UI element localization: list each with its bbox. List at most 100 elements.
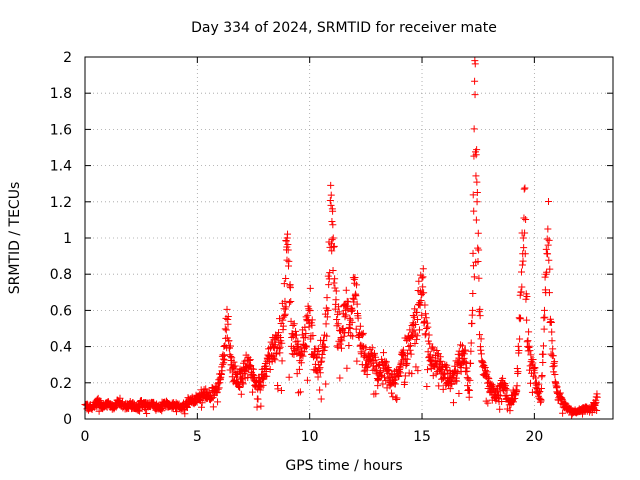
data-point (328, 218, 336, 226)
data-point (471, 77, 479, 85)
x-axis-label: GPS time / hours (285, 458, 402, 474)
data-point (518, 261, 526, 269)
data-point (467, 359, 475, 367)
data-point (437, 357, 445, 365)
data-point (503, 386, 511, 394)
data-point (506, 407, 514, 415)
data-point (543, 235, 551, 243)
data-point (295, 365, 303, 373)
y-tick-label: 0.2 (50, 376, 72, 392)
data-point (316, 386, 324, 394)
data-point (306, 284, 314, 292)
data-point (514, 342, 522, 350)
data-point (545, 256, 553, 264)
data-point (592, 393, 600, 401)
data-point (474, 257, 482, 265)
data-point (413, 308, 421, 316)
data-point (488, 380, 496, 388)
data-point (517, 268, 525, 276)
data-point (262, 365, 270, 373)
data-point (353, 281, 361, 289)
data-point (384, 375, 392, 383)
data-point (429, 372, 437, 380)
x-tick-label: 20 (525, 429, 543, 445)
data-point (278, 357, 286, 365)
data-point (423, 366, 431, 374)
data-point (359, 329, 367, 337)
data-point (253, 403, 261, 411)
data-point (549, 363, 557, 371)
data-point (544, 250, 552, 258)
data-point (257, 402, 265, 410)
data-point (336, 374, 344, 382)
data-point (320, 346, 328, 354)
data-point (516, 291, 524, 299)
data-point (372, 390, 380, 398)
data-point (401, 378, 409, 386)
data-point (213, 388, 221, 396)
data-point (463, 367, 471, 375)
data-point (333, 342, 341, 350)
data-point (326, 196, 334, 204)
data-point (308, 316, 316, 324)
data-point (457, 341, 465, 349)
data-point (285, 257, 293, 265)
data-point (553, 383, 561, 391)
data-point (405, 342, 413, 350)
data-point (415, 300, 423, 308)
data-point (540, 325, 548, 333)
data-point (321, 343, 329, 351)
data-point (385, 367, 393, 375)
data-point (302, 329, 310, 337)
data-point (315, 365, 323, 373)
data-point (407, 350, 415, 358)
data-point (402, 360, 410, 368)
data-point (352, 292, 360, 300)
data-point (399, 346, 407, 354)
data-point (426, 340, 434, 348)
data-point (548, 328, 556, 336)
data-point (468, 319, 476, 327)
data-point (277, 387, 285, 395)
data-point (516, 335, 524, 343)
data-point (282, 237, 290, 245)
data-point (289, 321, 297, 329)
data-point (302, 342, 310, 350)
data-point (246, 356, 254, 364)
data-point (535, 380, 543, 388)
data-point (323, 313, 331, 321)
data-point (473, 146, 481, 154)
data-point (537, 385, 545, 393)
data-point (352, 325, 360, 333)
data-point (520, 244, 528, 252)
data-point (275, 345, 283, 353)
data-point (340, 332, 348, 340)
data-point (227, 353, 235, 361)
data-point (526, 347, 534, 355)
data-point (224, 320, 232, 328)
data-point (290, 320, 298, 328)
data-point (544, 198, 552, 206)
data-point (473, 189, 481, 197)
data-point (476, 331, 484, 339)
data-point (247, 361, 255, 369)
data-point (330, 243, 338, 251)
data-point (428, 358, 436, 366)
data-point (285, 373, 293, 381)
data-point (495, 391, 503, 399)
data-point (328, 236, 336, 244)
data-point (472, 172, 480, 180)
data-point (475, 246, 483, 254)
data-point (553, 384, 561, 392)
data-point (389, 393, 397, 401)
data-point (513, 382, 521, 390)
chart-title: Day 334 of 2024, SRMTID for receiver mat… (191, 20, 497, 36)
data-point (368, 344, 376, 352)
data-point (360, 367, 368, 375)
data-point (341, 313, 349, 321)
data-point (419, 273, 427, 281)
data-point (420, 289, 428, 297)
data-point (464, 375, 472, 383)
data-point (275, 329, 283, 337)
data-point (458, 342, 466, 350)
